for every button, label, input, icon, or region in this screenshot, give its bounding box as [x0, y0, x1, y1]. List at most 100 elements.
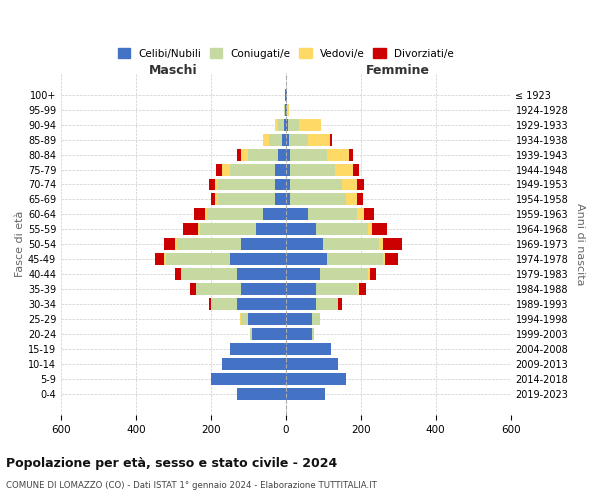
- Bar: [290, 194, 346, 205]
- Bar: [175, 268, 181, 280]
- Bar: [217, 164, 222, 175]
- Bar: [349, 148, 353, 160]
- Bar: [211, 373, 286, 385]
- Bar: [237, 268, 286, 280]
- Bar: [299, 118, 322, 130]
- Bar: [237, 388, 286, 400]
- Bar: [209, 298, 211, 310]
- Bar: [286, 148, 290, 160]
- Bar: [241, 313, 248, 325]
- Bar: [286, 298, 316, 310]
- Bar: [327, 148, 349, 160]
- Bar: [175, 238, 177, 250]
- Bar: [177, 238, 241, 250]
- Bar: [263, 208, 286, 220]
- Legend: Celibi/Nubili, Coniugati/e, Vedovi/e, Divorziati/e: Celibi/Nubili, Coniugati/e, Vedovi/e, Di…: [114, 44, 458, 63]
- Bar: [209, 178, 215, 190]
- Bar: [316, 224, 368, 235]
- Bar: [230, 343, 286, 355]
- Bar: [320, 268, 368, 280]
- Bar: [335, 164, 353, 175]
- Bar: [155, 254, 164, 265]
- Bar: [370, 268, 376, 280]
- Bar: [252, 328, 286, 340]
- Bar: [164, 254, 166, 265]
- Bar: [286, 208, 308, 220]
- Bar: [263, 134, 269, 145]
- Bar: [286, 118, 287, 130]
- Bar: [241, 148, 248, 160]
- Bar: [196, 283, 241, 295]
- Bar: [237, 148, 241, 160]
- Bar: [286, 238, 323, 250]
- Bar: [278, 148, 286, 160]
- Bar: [357, 208, 364, 220]
- Bar: [222, 164, 230, 175]
- Bar: [286, 283, 316, 295]
- Bar: [285, 104, 286, 116]
- Bar: [250, 328, 252, 340]
- Bar: [190, 283, 196, 295]
- Y-axis label: Fasce di età: Fasce di età: [15, 211, 25, 278]
- Bar: [383, 254, 385, 265]
- Bar: [218, 178, 275, 190]
- Text: Maschi: Maschi: [149, 64, 198, 77]
- Bar: [383, 238, 402, 250]
- Bar: [275, 178, 286, 190]
- Bar: [323, 238, 379, 250]
- Y-axis label: Anni di nascita: Anni di nascita: [575, 203, 585, 285]
- Bar: [353, 164, 359, 175]
- Bar: [241, 238, 286, 250]
- Bar: [308, 208, 357, 220]
- Bar: [379, 238, 383, 250]
- Bar: [368, 268, 370, 280]
- Bar: [211, 194, 215, 205]
- Bar: [183, 224, 198, 235]
- Bar: [286, 254, 327, 265]
- Bar: [275, 118, 278, 130]
- Bar: [278, 118, 284, 130]
- Bar: [286, 134, 289, 145]
- Bar: [198, 224, 200, 235]
- Bar: [286, 104, 287, 116]
- Bar: [248, 148, 278, 160]
- Bar: [181, 268, 237, 280]
- Bar: [275, 164, 286, 175]
- Bar: [359, 283, 367, 295]
- Bar: [286, 373, 346, 385]
- Bar: [357, 283, 359, 295]
- Bar: [330, 134, 332, 145]
- Bar: [316, 283, 357, 295]
- Bar: [316, 298, 338, 310]
- Bar: [205, 208, 207, 220]
- Bar: [286, 343, 331, 355]
- Bar: [222, 358, 286, 370]
- Text: COMUNE DI LOMAZZO (CO) - Dati ISTAT 1° gennaio 2024 - Elaborazione TUTTITALIA.IT: COMUNE DI LOMAZZO (CO) - Dati ISTAT 1° g…: [6, 481, 377, 490]
- Bar: [286, 313, 312, 325]
- Bar: [286, 164, 290, 175]
- Bar: [290, 164, 335, 175]
- Bar: [241, 283, 286, 295]
- Bar: [240, 313, 241, 325]
- Bar: [284, 118, 286, 130]
- Bar: [237, 298, 286, 310]
- Text: Femmine: Femmine: [366, 64, 430, 77]
- Bar: [290, 178, 342, 190]
- Bar: [287, 104, 289, 116]
- Bar: [282, 134, 286, 145]
- Bar: [269, 134, 282, 145]
- Bar: [230, 254, 286, 265]
- Bar: [218, 194, 275, 205]
- Bar: [346, 194, 357, 205]
- Bar: [286, 388, 325, 400]
- Bar: [342, 178, 357, 190]
- Bar: [200, 224, 256, 235]
- Bar: [275, 194, 286, 205]
- Bar: [368, 224, 372, 235]
- Bar: [312, 313, 320, 325]
- Bar: [287, 118, 299, 130]
- Text: Popolazione per età, sesso e stato civile - 2024: Popolazione per età, sesso e stato civil…: [6, 458, 337, 470]
- Bar: [286, 268, 320, 280]
- Bar: [230, 164, 275, 175]
- Bar: [207, 208, 263, 220]
